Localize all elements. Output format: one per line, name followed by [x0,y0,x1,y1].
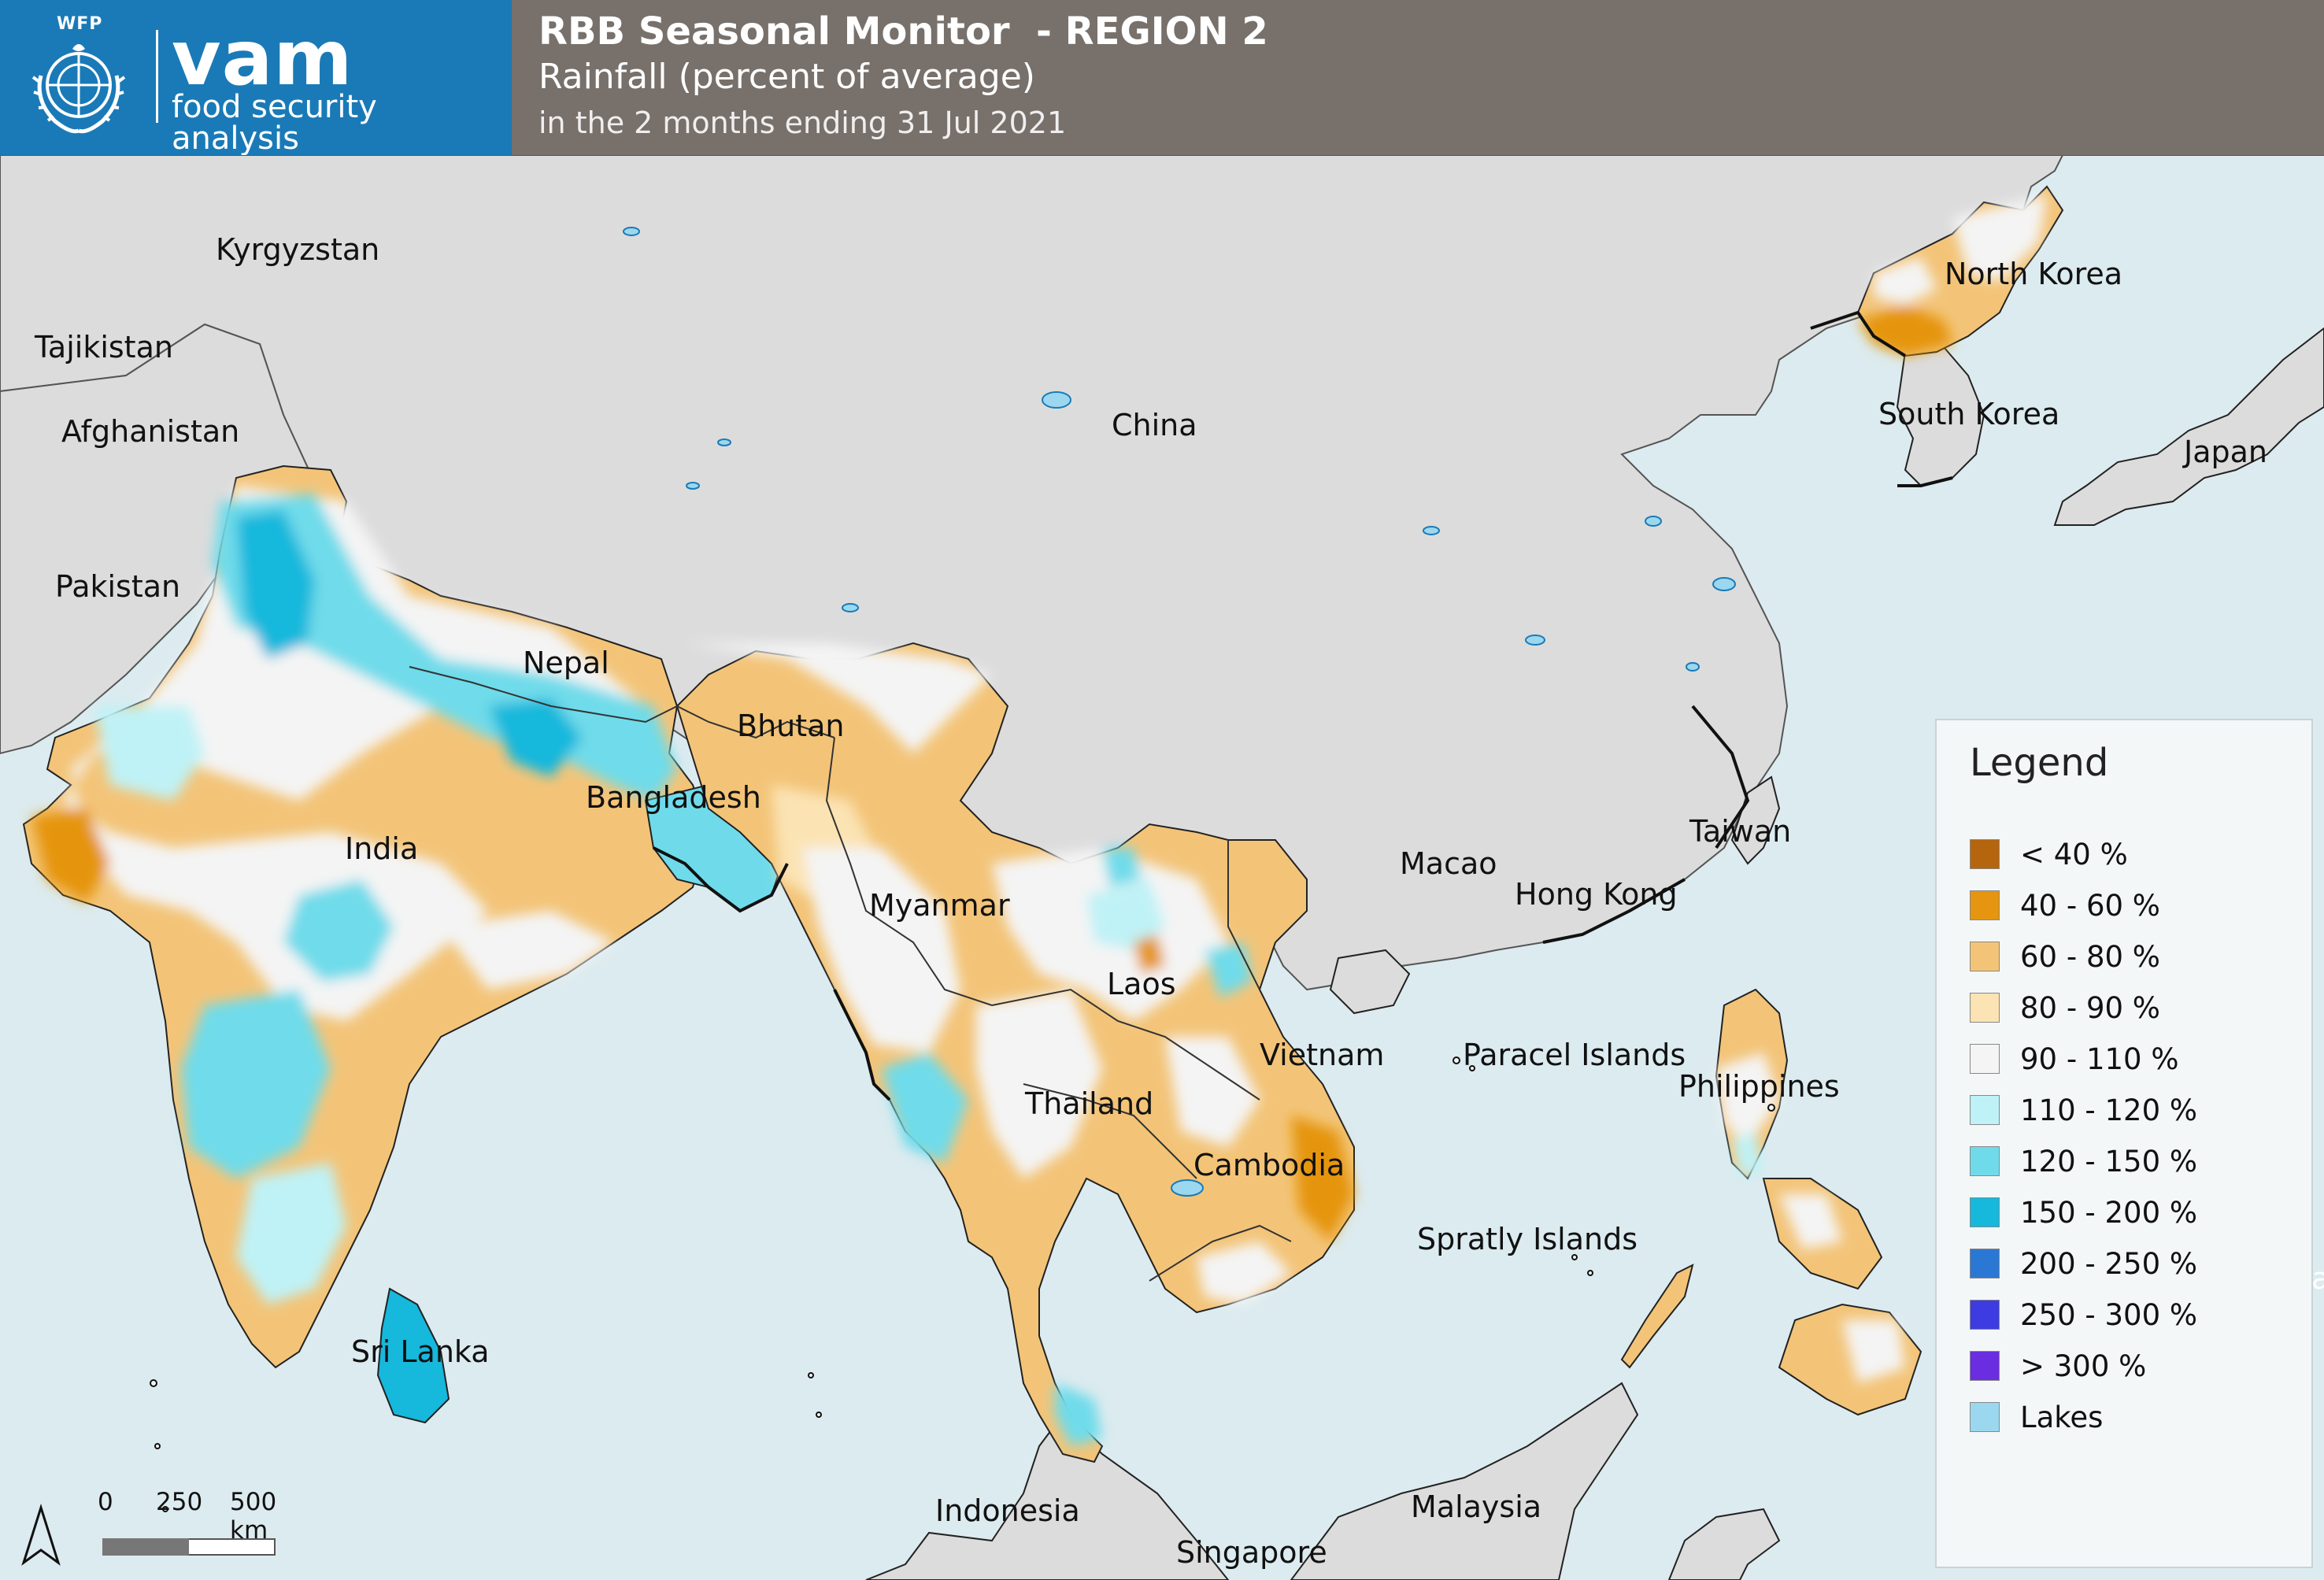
header-bar: WFP vam food security analysis RBB Seaso… [0,0,2324,155]
scale-label-zero: 0 [98,1488,113,1516]
scale-label-mid: 250 [156,1488,203,1516]
label-malaysia: Malaysia [1411,1489,1541,1524]
legend-item: 110 - 120 % [1970,1093,2197,1127]
legend-swatch [1970,993,2000,1023]
legend-label: 80 - 90 % [2020,990,2160,1025]
legend-item: 60 - 80 % [1970,939,2160,974]
legend-item: 90 - 110 % [1970,1042,2179,1076]
legend-item: 120 - 150 % [1970,1144,2197,1179]
label-philippines: Philippines [1678,1069,1840,1104]
legend-swatch [1970,1249,2000,1278]
legend-item: 250 - 300 % [1970,1297,2197,1332]
legend-label: Lakes [2020,1400,2104,1434]
legend-item: 40 - 60 % [1970,888,2160,923]
scale-bar-segment-dark [102,1538,189,1556]
label-srilanka: Sri Lanka [351,1334,490,1369]
rainfall-patches [31,194,2047,1446]
label-kyrgyzstan: Kyrgyzstan [216,232,379,267]
label-southkorea: South Korea [1878,397,2059,431]
label-tajikistan: Tajikistan [34,330,173,364]
legend-swatch [1970,1044,2000,1074]
legend-swatch [1970,1402,2000,1432]
label-northkorea: North Korea [1945,257,2122,291]
scale-label-end: 500 km [230,1488,277,1545]
label-bangladesh: Bangladesh [586,780,761,815]
legend-title: Legend [1970,741,2109,785]
north-arrow-icon [21,1503,61,1566]
legend-label: > 300 % [2020,1349,2147,1383]
label-india: India [345,831,418,866]
label-indonesia: Indonesia [935,1493,1080,1528]
lakes [623,227,1736,1197]
legend-label: 40 - 60 % [2020,888,2160,923]
legend-item: 80 - 90 % [1970,990,2160,1025]
label-china: China [1112,408,1197,442]
legend-label: 110 - 120 % [2020,1093,2198,1127]
legend-swatch [1970,1146,2000,1176]
map-title: RBB Seasonal Monitor - REGION 2 [538,9,1268,54]
land-malaysia-indonesia [865,1413,1230,1580]
logo-org-text: WFP [57,14,103,34]
label-afghanistan: Afghanistan [61,414,239,449]
land-sulawesi [1667,1508,1781,1580]
legend-label: 60 - 80 % [2020,939,2160,974]
legend-swatch [1970,890,2000,920]
map-period: in the 2 months ending 31 Jul 2021 [538,105,1067,140]
logo-tagline: food security analysis [172,89,377,157]
label-pakistan: Pakistan [55,569,180,604]
logo-divider [156,30,158,123]
legend-label: < 40 % [2020,837,2128,871]
land-japan [2053,327,2324,526]
label-nepal: Nepal [523,646,609,680]
land-taiwan [1730,775,1781,865]
legend-label: 150 - 200 % [2020,1195,2198,1230]
legend-panel: Legend < 40 % 40 - 60 % 60 - 80 % 80 - 90 %… [1935,719,2313,1568]
label-cambodia: Cambodia [1193,1148,1345,1182]
label-singapore: Singapore [1176,1535,1327,1570]
legend-item: > 300 % [1970,1349,2146,1383]
palawan-shape [1620,1264,1694,1369]
country-borders [409,666,1292,1282]
label-vietnam: Vietnam [1260,1038,1384,1072]
legend-item: Lakes [1970,1400,2103,1434]
label-bhutan: Bhutan [737,709,845,743]
label-myanmar: Myanmar [869,888,1010,923]
legend-label: 250 - 300 % [2020,1297,2198,1332]
label-hongkong: Hong Kong [1515,877,1678,912]
label-thailand: Thailand [1024,1086,1153,1121]
legend-item: 200 - 250 % [1970,1246,2197,1281]
wfp-vam-logo: WFP vam food security analysis [0,0,512,155]
label-laos: Laos [1107,967,1176,1001]
legend-swatch [1970,1197,2000,1227]
label-macao: Macao [1400,846,1497,881]
legend-item: 150 - 200 % [1970,1195,2197,1230]
legend-label: 90 - 110 % [2020,1042,2179,1076]
land-hainan [1329,949,1411,1015]
logo-brand-text: vam [172,14,353,102]
legend-item: < 40 % [1970,837,2128,871]
label-japan: Japan [2182,435,2267,469]
land-borneo [1290,1382,1639,1580]
legend-label: 120 - 150 % [2020,1144,2198,1179]
legend-swatch [1970,839,2000,869]
legend-swatch [1970,942,2000,971]
legend-swatch [1970,1300,2000,1330]
wfp-emblem-icon [31,44,126,134]
label-spratly: Spratly Islands [1417,1222,1638,1256]
map-subtitle: Rainfall (percent of average) [538,57,1035,97]
legend-label: 200 - 250 % [2020,1246,2198,1281]
label-paracel: Paracel Islands [1463,1038,1686,1072]
coastlines [653,310,1953,1101]
legend-swatch [1970,1351,2000,1381]
legend-swatch [1970,1095,2000,1125]
scale-bar: 0 250 500 km [24,1488,283,1567]
srilanka-shape [376,1287,450,1424]
label-taiwan: Taiwan [1689,814,1791,849]
